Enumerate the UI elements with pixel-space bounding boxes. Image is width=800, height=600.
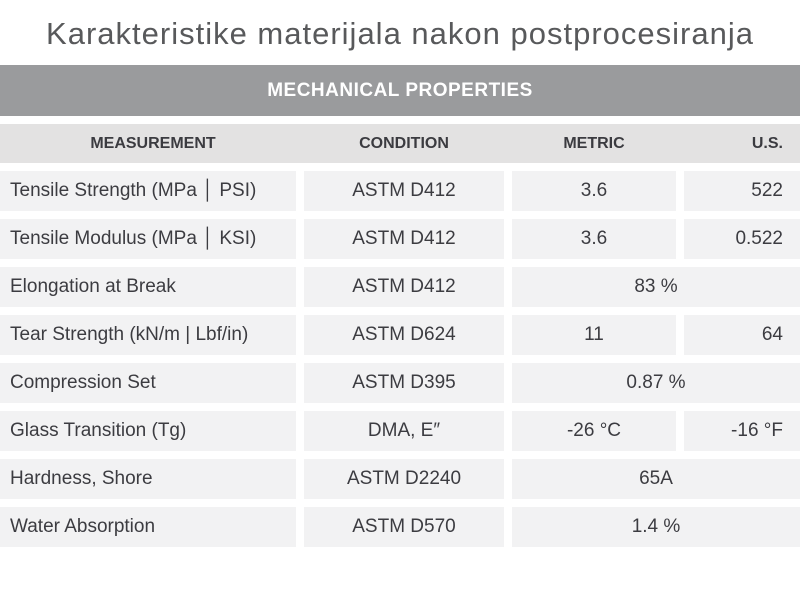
table-row: Tear Strength (kN/m | Lbf/in) ASTM D624 … — [0, 315, 800, 355]
metric-cell: 11 — [512, 315, 676, 355]
table-row: Water Absorption ASTM D570 1.4 % — [0, 507, 800, 547]
metric-cell: 3.6 — [512, 171, 676, 211]
table-header-row: MEASUREMENT CONDITION METRIC U.S. — [0, 124, 800, 163]
us-cell: 64 — [684, 315, 800, 355]
us-cell: 0.522 — [684, 219, 800, 259]
table-title-label: MECHANICAL PROPERTIES — [267, 79, 533, 101]
measurement-cell: Compression Set — [0, 363, 296, 403]
us-cell: 522 — [684, 171, 800, 211]
metric-cell: 3.6 — [512, 219, 676, 259]
table-row: Tensile Modulus (MPa │ KSI) ASTM D412 3.… — [0, 219, 800, 259]
measurement-cell: Hardness, Shore — [0, 459, 296, 499]
column-header-condition: CONDITION — [359, 134, 449, 152]
measurement-cell: Glass Transition (Tg) — [0, 411, 296, 451]
table-row: Glass Transition (Tg) DMA, E″ -26 °C -16… — [0, 411, 800, 451]
condition-cell: ASTM D412 — [304, 219, 504, 259]
condition-cell: ASTM D412 — [304, 267, 504, 307]
properties-table: MEASUREMENT CONDITION METRIC U.S. Tensil… — [0, 124, 800, 547]
condition-cell: ASTM D395 — [304, 363, 504, 403]
condition-cell: ASTM D570 — [304, 507, 504, 547]
measurement-cell: Water Absorption — [0, 507, 296, 547]
page-title: Karakteristike materijala nakon postproc… — [46, 16, 754, 51]
measurement-cell: Tear Strength (kN/m | Lbf/in) — [0, 315, 296, 355]
table-row: Compression Set ASTM D395 0.87 % — [0, 363, 800, 403]
table-row: Elongation at Break ASTM D412 83 % — [0, 267, 800, 307]
column-header-us: U.S. — [751, 134, 783, 152]
metric-cell: -26 °C — [512, 411, 676, 451]
table-row: Hardness, Shore ASTM D2240 65A — [0, 459, 800, 499]
condition-cell: ASTM D624 — [304, 315, 504, 355]
metric-us-merged-cell: 0.87 % — [512, 363, 800, 403]
table-row: Tensile Strength (MPa │ PSI) ASTM D412 3… — [0, 171, 800, 211]
measurement-cell: Elongation at Break — [0, 267, 296, 307]
measurement-cell: Tensile Strength (MPa │ PSI) — [0, 171, 296, 211]
metric-us-merged-cell: 65A — [512, 459, 800, 499]
column-header-measurement: MEASUREMENT — [90, 134, 216, 152]
condition-cell: ASTM D412 — [304, 171, 504, 211]
metric-us-merged-cell: 1.4 % — [512, 507, 800, 547]
measurement-cell: Tensile Modulus (MPa │ KSI) — [0, 219, 296, 259]
us-cell: -16 °F — [684, 411, 800, 451]
condition-cell: DMA, E″ — [304, 411, 504, 451]
metric-us-merged-cell: 83 % — [512, 267, 800, 307]
column-header-metric: METRIC — [563, 134, 625, 152]
table-title-bar: MECHANICAL PROPERTIES — [0, 65, 800, 116]
condition-cell: ASTM D2240 — [304, 459, 504, 499]
